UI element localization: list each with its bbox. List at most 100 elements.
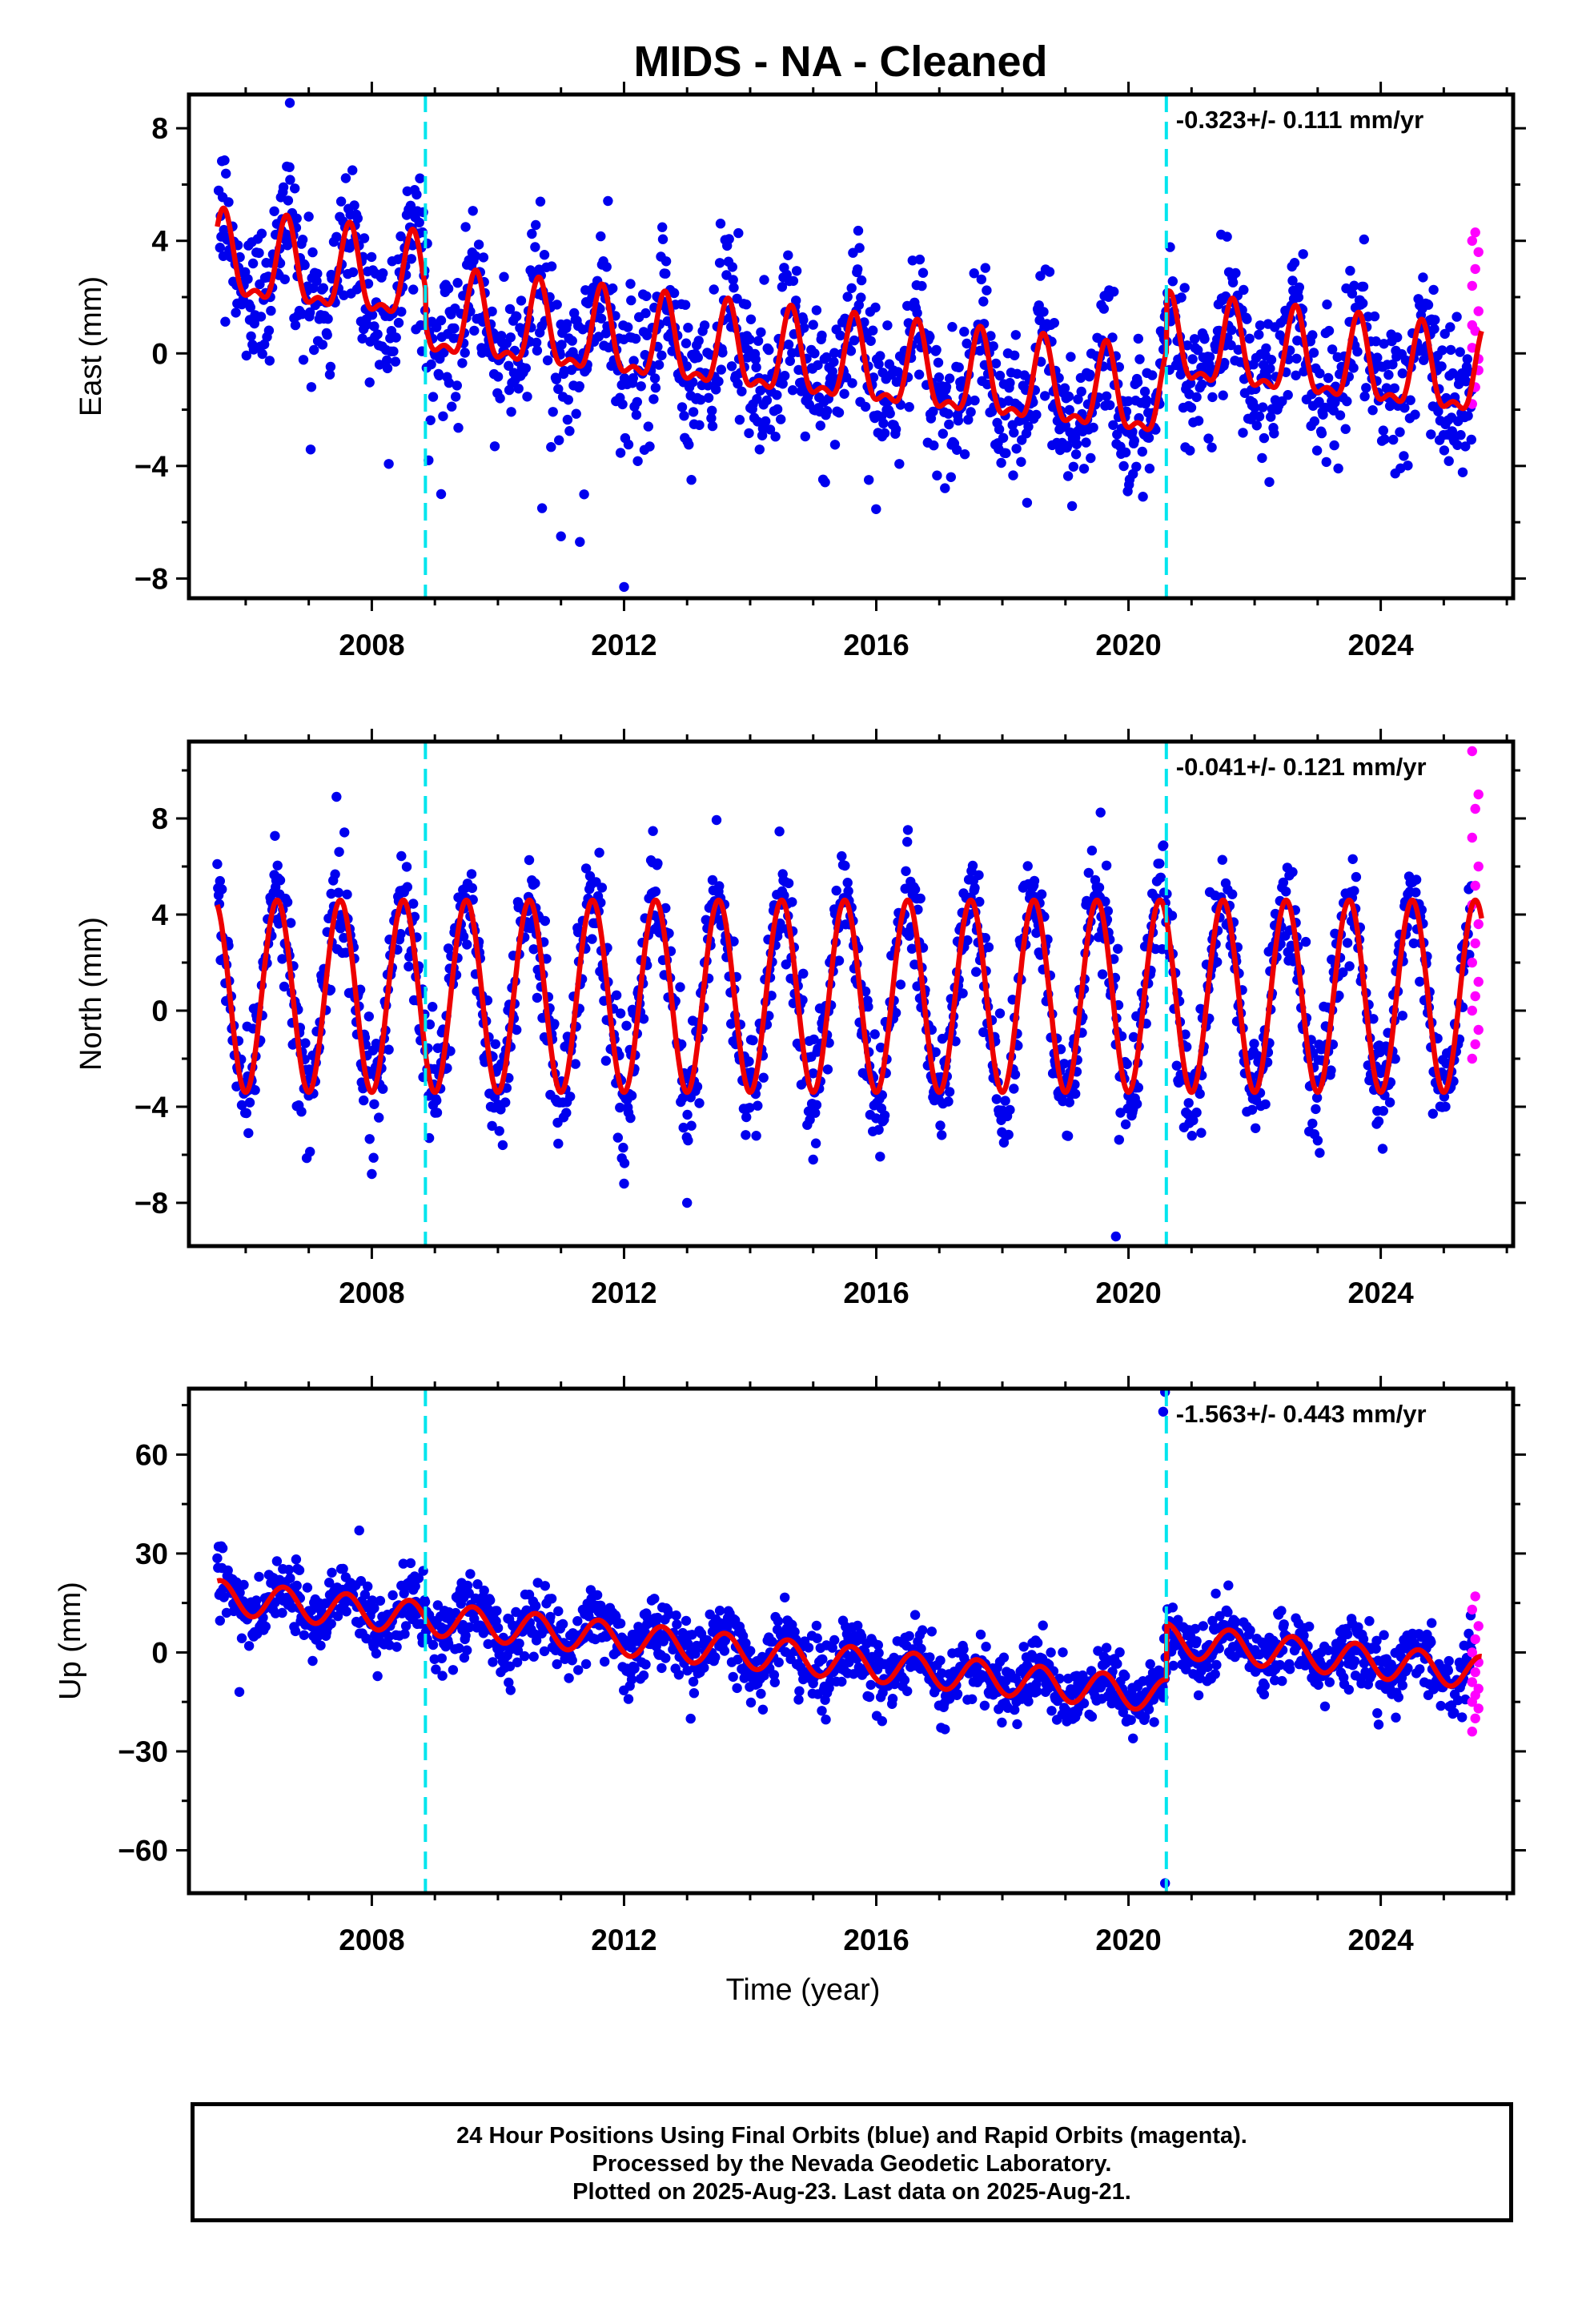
data-point [809, 348, 820, 359]
data-point [1088, 422, 1098, 433]
data-point [1445, 344, 1456, 356]
data-point [1203, 1662, 1213, 1672]
data-point [1408, 938, 1419, 949]
data-point [307, 1655, 318, 1667]
data-point [745, 1646, 756, 1656]
data-point [1031, 927, 1042, 939]
data-point [625, 279, 636, 289]
data-point [335, 196, 347, 207]
data-point [1022, 861, 1033, 871]
data-point [366, 251, 377, 263]
data-point [594, 847, 604, 858]
data-point [1189, 334, 1200, 344]
data-point [294, 1565, 305, 1575]
data-point [559, 365, 569, 376]
data-point [1347, 288, 1358, 299]
data-point [277, 1607, 287, 1618]
data-point [1227, 324, 1237, 336]
data-point [451, 392, 461, 402]
data-point [1311, 445, 1323, 456]
data-point [631, 409, 642, 420]
data-point [856, 292, 866, 303]
data-point [540, 915, 550, 927]
data-point [653, 360, 665, 370]
data-point [1010, 350, 1020, 360]
data-point [453, 423, 464, 433]
data-point [1323, 325, 1335, 336]
data-point [902, 825, 913, 835]
data-point [1131, 461, 1142, 472]
data-point [1383, 369, 1394, 380]
data-point [1358, 281, 1369, 292]
data-point [677, 402, 688, 412]
data-point [696, 395, 706, 405]
rate-annotation: -0.041+/- 0.121 mm/yr [1176, 753, 1427, 781]
data-point [239, 1579, 249, 1590]
data-point [469, 325, 480, 336]
data-point [279, 274, 290, 284]
data-point [516, 296, 527, 306]
data-point [513, 384, 524, 394]
data-point [396, 231, 406, 242]
data-point [1210, 1669, 1220, 1679]
data-point [756, 1688, 766, 1699]
data-point [563, 395, 573, 405]
data-point [530, 242, 540, 252]
data-point [1298, 249, 1308, 259]
data-point [974, 345, 986, 356]
data-point [904, 402, 914, 412]
data-point [981, 1642, 991, 1652]
data-point [860, 401, 871, 412]
data-point [305, 307, 315, 318]
data-point [388, 346, 399, 356]
data-point [535, 196, 546, 207]
data-point [724, 234, 734, 244]
data-point [574, 381, 584, 392]
data-point [364, 1134, 375, 1144]
data-point [298, 355, 309, 365]
data-point [1277, 1675, 1287, 1687]
data-point [998, 1652, 1010, 1663]
data-point [449, 323, 460, 334]
data-point [991, 1094, 1002, 1104]
rapid-orbit-points [1467, 746, 1484, 1064]
data-point [821, 406, 833, 416]
data-point [592, 1590, 603, 1601]
data-point [1461, 376, 1472, 387]
data-point [1083, 867, 1094, 879]
data-point [1219, 357, 1230, 368]
data-point [562, 414, 573, 425]
data-point [979, 1700, 990, 1711]
rapid-point [1467, 832, 1478, 843]
data-point [1195, 1088, 1205, 1100]
data-point [958, 1644, 969, 1655]
data-point [1294, 282, 1305, 292]
data-point [1204, 359, 1215, 370]
data-point [1300, 936, 1311, 947]
data-point [1038, 1620, 1048, 1630]
data-point [975, 1629, 986, 1640]
data-point [299, 1630, 309, 1640]
data-point [805, 1115, 815, 1125]
data-point [900, 883, 910, 894]
data-point [546, 442, 556, 452]
data-point [839, 388, 849, 399]
data-point [1411, 875, 1422, 885]
y-tick-label: −8 [135, 562, 168, 595]
data-point [1113, 943, 1123, 955]
data-point [266, 305, 276, 316]
model-line [215, 205, 1484, 432]
data-point [1114, 1135, 1125, 1145]
y-tick-label: 8 [151, 112, 168, 145]
data-point [935, 1655, 946, 1666]
rapid-point [1467, 235, 1478, 246]
data-point [1147, 370, 1158, 380]
data-point [1063, 391, 1074, 402]
data-point [1439, 328, 1450, 340]
data-point [777, 379, 788, 389]
data-point [983, 942, 994, 953]
data-point [775, 918, 785, 929]
data-point [1403, 460, 1413, 471]
data-point [623, 1694, 634, 1704]
data-point [769, 1677, 780, 1687]
